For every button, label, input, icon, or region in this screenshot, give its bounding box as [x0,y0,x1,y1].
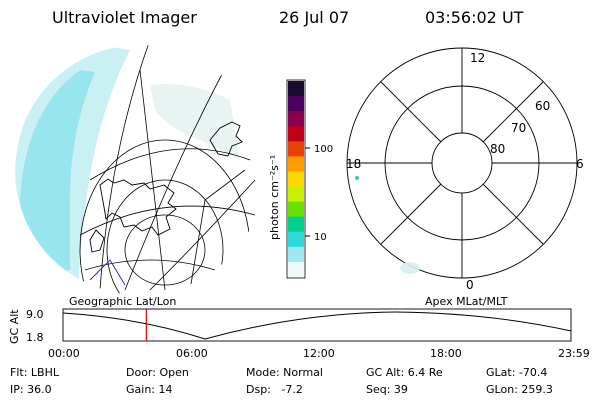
geo-grid [79,45,256,295]
colorbar-band [288,216,304,233]
mlt-diag-2 [482,183,544,245]
info-glat: GLat: -70.4 [486,366,548,379]
mlt-diag-1 [380,81,442,143]
ring-label-60: 60 [535,99,550,113]
clock-label-12: 12 [470,51,485,65]
colorbar-band [288,231,304,248]
polar-emission-patch [400,262,420,274]
mlt-diag-3 [482,81,544,143]
info-seq: Seq: 39 [366,383,408,396]
info-flt: Flt: LBHL [10,366,59,379]
altitude-tick-high: 9.0 [26,308,44,321]
ring-label-80: 80 [490,142,505,156]
info-gain: Gain: 14 [126,383,173,396]
info-ip: IP: 36.0 [10,383,52,396]
x-tick-0000: 00:00 [48,347,80,360]
altitude-plot: 9.0 1.8 GC Alt 00:00 06:00 12:00 18:00 2… [8,308,590,360]
right-panel-label: Apex MLat/MLT [425,295,508,308]
coastlines [89,121,243,253]
header-date: 26 Jul 07 [279,8,350,27]
diffuse-emission [150,84,240,160]
colorbar-band [288,141,304,157]
info-door: Door: Open [126,366,189,379]
colorbar-band [288,96,304,112]
header-time: 03:56:02 UT [425,8,524,27]
info-dsp: Dsp: -7.2 [246,383,303,396]
emission-core [20,70,95,270]
altitude-ylabel: GC Alt [8,309,21,344]
colorbar-band [288,126,304,142]
left-panel-label: Geographic Lat/Lon [69,295,176,308]
altitude-tick-low: 1.8 [26,331,44,344]
colorbar-label-10: 10 [314,232,327,243]
colorbar-band [288,261,304,278]
colorbar-band [288,186,304,203]
info-glon: GLon: 259.3 [486,383,553,396]
x-tick-2359: 23:59 [558,347,590,360]
mlt-diag-4 [380,183,442,245]
colorbar-band [288,81,304,97]
ring-label-70: 70 [511,121,526,135]
clock-label-6: 6 [576,157,584,171]
app-title: Ultraviolet Imager [52,8,197,27]
polar-plot: 12 18 6 0 60 70 80 [346,47,584,292]
colorbar-unit-label: photon cm⁻²s⁻¹ [268,155,281,240]
geographic-image [15,45,256,295]
info-mode: Mode: Normal [246,366,323,379]
terminator-line [89,259,126,286]
x-tick-1800: 18:00 [430,347,462,360]
colorbar-band [288,171,304,188]
altitude-curve [62,311,572,340]
clock-label-0: 0 [466,278,474,292]
colorbar: 100 10 photon cm⁻²s⁻¹ [268,79,333,279]
info-gc-alt: GC Alt: 6.4 Re [366,366,443,379]
colorbar-label-100: 100 [314,144,333,155]
x-tick-0600: 06:00 [176,347,208,360]
colorbar-band [288,201,304,218]
colorbar-frame [286,79,306,279]
colorbar-band [288,246,304,263]
x-tick-1200: 12:00 [303,347,335,360]
polar-emission-dot [355,176,359,180]
colorbar-band [288,111,304,127]
clock-label-18: 18 [346,157,361,171]
colorbar-band [288,156,304,172]
altitude-plot-frame [62,308,572,342]
